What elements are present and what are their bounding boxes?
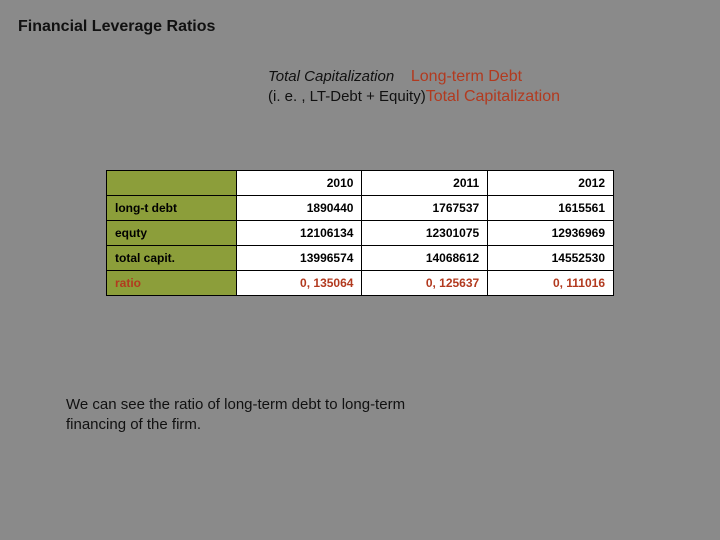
cell: 12106134 xyxy=(236,221,362,246)
formula-line2: (i. e. , LT-Debt + Equity)Total Capitali… xyxy=(268,88,708,106)
cell: 14552530 xyxy=(488,246,614,271)
cell: 1615561 xyxy=(488,196,614,221)
table-header-2012: 2012 xyxy=(488,171,614,196)
cell-ratio: 0, 111016 xyxy=(488,271,614,296)
formula-line1: Total Capitalization Long-term Debt xyxy=(268,68,708,86)
row-label-ratio: ratio xyxy=(107,271,237,296)
cell: 13996574 xyxy=(236,246,362,271)
table-row-ratio: ratio 0, 135064 0, 125637 0, 111016 xyxy=(107,271,614,296)
cell-ratio: 0, 135064 xyxy=(236,271,362,296)
cell: 12301075 xyxy=(362,221,488,246)
table-header-row: 2010 2011 2012 xyxy=(107,171,614,196)
table-header-2010: 2010 xyxy=(236,171,362,196)
cell: 12936969 xyxy=(488,221,614,246)
cell: 14068612 xyxy=(362,246,488,271)
table-row: total capit. 13996574 14068612 14552530 xyxy=(107,246,614,271)
ratio-table-wrap: 2010 2011 2012 long-t debt 1890440 17675… xyxy=(106,170,614,296)
ratio-table: 2010 2011 2012 long-t debt 1890440 17675… xyxy=(106,170,614,296)
row-label-totalcap: total capit. xyxy=(107,246,237,271)
formula-total-cap: Total Capitalization xyxy=(268,68,394,85)
table-row: equty 12106134 12301075 12936969 xyxy=(107,221,614,246)
page-title: Financial Leverage Ratios xyxy=(18,18,215,36)
row-label-ltdebt: long-t debt xyxy=(107,196,237,221)
table-header-2011: 2011 xyxy=(362,171,488,196)
cell: 1890440 xyxy=(236,196,362,221)
table-header-blank xyxy=(107,171,237,196)
table-row: long-t debt 1890440 1767537 1615561 xyxy=(107,196,614,221)
cell-ratio: 0, 125637 xyxy=(362,271,488,296)
caption-text: We can see the ratio of long-term debt t… xyxy=(66,395,426,436)
formula-block: Total Capitalization Long-term Debt (i. … xyxy=(268,68,708,106)
formula-ltd: Long-term Debt xyxy=(411,68,522,85)
formula-definition: (i. e. , LT-Debt + Equity) xyxy=(268,88,426,105)
row-label-equity: equty xyxy=(107,221,237,246)
formula-total-cap-red: Total Capitalization xyxy=(426,88,560,105)
cell: 1767537 xyxy=(362,196,488,221)
